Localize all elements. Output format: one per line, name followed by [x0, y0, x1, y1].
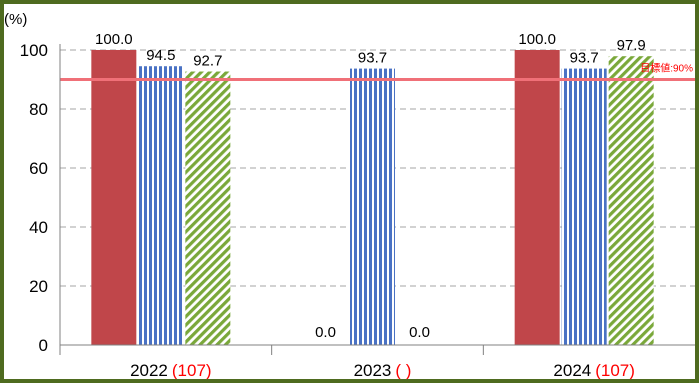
category-note: (107) — [595, 361, 635, 379]
y-tick-label: 100 — [20, 41, 48, 60]
bar-series2-2024 — [561, 68, 607, 346]
category-year: 2024 — [553, 361, 591, 379]
data-label: 93.7 — [570, 50, 599, 67]
category-note: (107) — [172, 361, 212, 379]
y-tick-label: 0 — [39, 336, 48, 355]
chart-frame: 100.0 94.5 92.7 0.0 93.7 0.0 100.0 93.7 97.9 目標値:… — [4, 4, 695, 379]
bar-chart: 100.0 94.5 92.7 0.0 93.7 0.0 100.0 93.7 97.9 目標値:… — [4, 11, 695, 379]
y-tick-label: 20 — [29, 277, 48, 296]
x-category-label: 2022 (107) — [130, 361, 212, 379]
target-label: 目標値:90% — [640, 62, 693, 75]
y-tick-label: 40 — [29, 218, 48, 237]
bar-series2-2023 — [350, 68, 395, 346]
x-category-label: 2023( ) — [354, 361, 412, 379]
data-label: 93.7 — [358, 50, 387, 67]
y-tick-label: 60 — [29, 159, 48, 178]
data-label: 0.0 — [409, 324, 430, 341]
category-year: 2023 — [354, 361, 392, 379]
bar-series2-2022 — [138, 66, 184, 345]
data-label: 0.0 — [315, 324, 336, 341]
bar-series1-2022 — [91, 50, 137, 345]
bar-series3-2024 — [608, 56, 654, 345]
category-note: ( ) — [395, 361, 411, 379]
category-year: 2022 — [130, 361, 168, 379]
data-label: 100.0 — [518, 31, 556, 48]
x-category-label: 2024 (107) — [553, 361, 635, 379]
bar-series3-2022 — [185, 71, 231, 345]
data-label: 100.0 — [95, 31, 133, 48]
y-tick-label: 80 — [29, 100, 48, 119]
data-label: 94.5 — [146, 47, 175, 64]
bar-series1-2024 — [514, 50, 560, 345]
data-label: 92.7 — [193, 53, 222, 70]
y-unit-label: (%) — [4, 11, 27, 28]
data-label: 97.9 — [617, 37, 646, 54]
